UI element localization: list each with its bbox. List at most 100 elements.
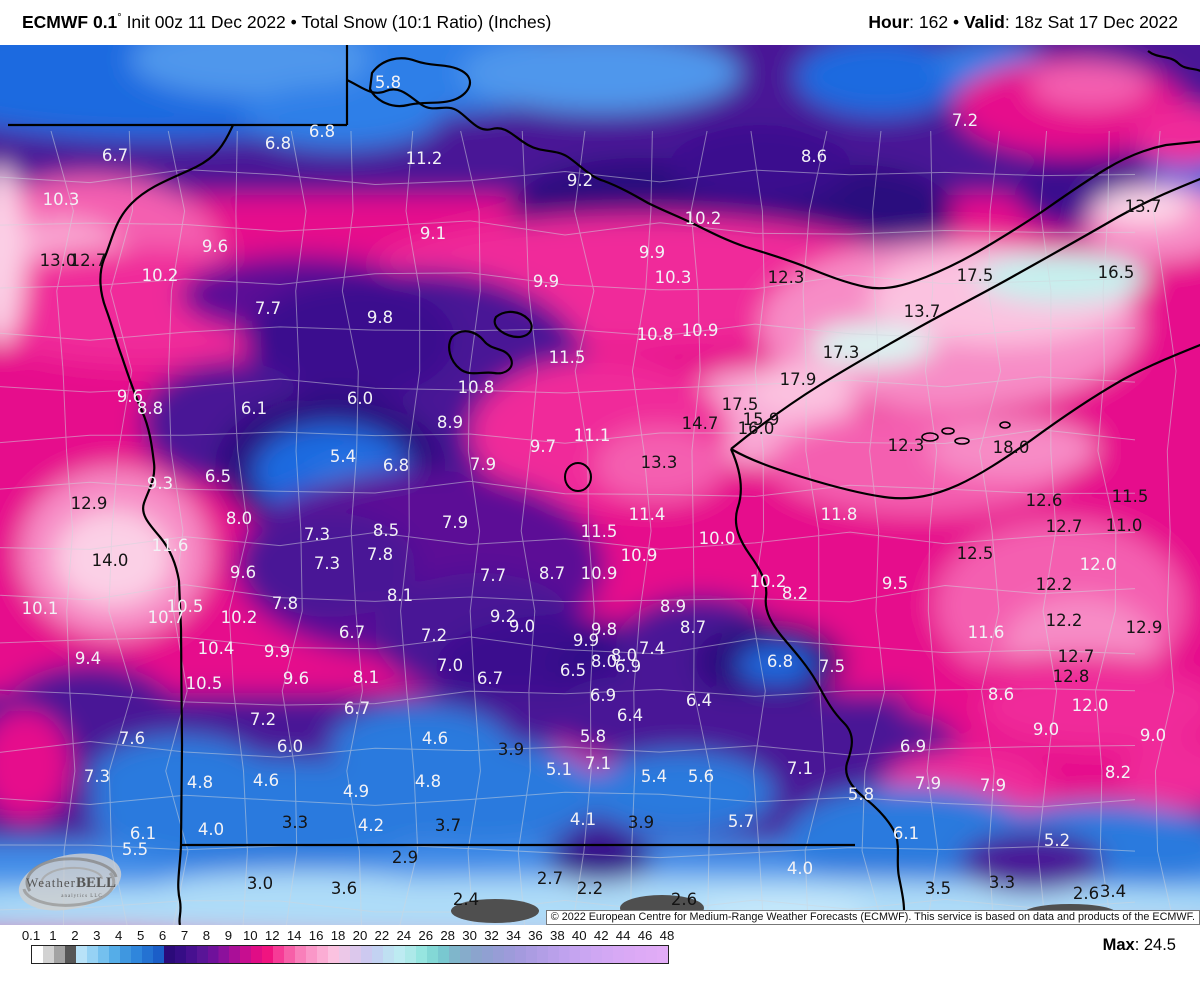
snow-value-label: 9.9 bbox=[573, 631, 599, 650]
colorbar-tick: 44 bbox=[615, 928, 631, 943]
model-name: ECMWF 0.1 bbox=[22, 12, 118, 32]
colorbar-segment bbox=[53, 946, 76, 963]
snow-value-label: 9.5 bbox=[882, 574, 908, 593]
snow-value-label: 3.6 bbox=[331, 879, 357, 898]
snow-value-label: 6.8 bbox=[767, 652, 793, 671]
island-outline bbox=[999, 421, 1011, 429]
snow-value-label: 10.9 bbox=[581, 564, 618, 583]
snow-value-label: 8.1 bbox=[353, 668, 379, 687]
valid-label: Valid bbox=[963, 12, 1005, 32]
colorbar-tick: 30 bbox=[462, 928, 477, 943]
snow-value-label: 9.0 bbox=[1140, 726, 1166, 745]
field-region bbox=[330, 705, 510, 785]
snow-value-label: 7.3 bbox=[314, 554, 340, 573]
snow-value-label: 12.0 bbox=[1072, 696, 1109, 715]
snow-value-label: 6.9 bbox=[615, 657, 641, 676]
snow-value-label: 9.9 bbox=[264, 642, 290, 661]
snow-value-label: 14.7 bbox=[682, 414, 719, 433]
field-region bbox=[980, 665, 1200, 749]
snow-value-label: 7.7 bbox=[480, 566, 506, 585]
snow-value-label: 10.7 bbox=[148, 608, 185, 627]
info-bullet: • bbox=[948, 12, 964, 32]
snow-value-label: 18.0 bbox=[993, 438, 1030, 457]
snow-value-label: 11.5 bbox=[549, 348, 586, 367]
snow-value-label: 8.8 bbox=[137, 399, 163, 418]
colorbar-tick: 20 bbox=[352, 928, 368, 943]
colorbar-tick: 7 bbox=[180, 928, 189, 943]
colorbar-segment bbox=[32, 946, 54, 963]
county-line bbox=[399, 130, 421, 925]
colorbar-segment bbox=[448, 946, 471, 963]
snow-value-label: 10.2 bbox=[685, 209, 722, 228]
county-line bbox=[572, 130, 595, 925]
snow-value-label: 13.3 bbox=[641, 453, 678, 472]
snow-value-label: 8.0 bbox=[611, 646, 637, 665]
field-region bbox=[1030, 61, 1150, 109]
state-borders bbox=[8, 45, 1200, 925]
colorbar-tick: 12 bbox=[264, 928, 280, 943]
colorbar-tick-labels: 0.1 1 2 3 4 5 6 7 8 9 10 12 14 16 18 20 22 24 26 28 30 32 34 36… bbox=[22, 928, 675, 943]
snow-value-label: 4.0 bbox=[787, 859, 813, 878]
field-region bbox=[810, 323, 934, 367]
snow-value-label: 6.5 bbox=[205, 467, 231, 486]
snow-value-label: 13.0 bbox=[40, 251, 77, 270]
snow-value-label: 12.3 bbox=[768, 268, 805, 287]
snow-value-label: 8.0 bbox=[591, 652, 617, 671]
snow-value-label: 9.6 bbox=[230, 563, 256, 582]
colorbar-segment bbox=[207, 946, 230, 963]
snow-value-label: 8.9 bbox=[660, 597, 686, 616]
snow-value-label: 10.2 bbox=[142, 266, 179, 285]
snow-value-label: 11.2 bbox=[406, 149, 443, 168]
snowfall-field bbox=[0, 45, 1200, 925]
snow-value-label: 12.6 bbox=[1026, 491, 1063, 510]
colorbar-tick: 5 bbox=[136, 928, 145, 943]
snow-value-label: 3.3 bbox=[282, 813, 308, 832]
snow-value-label: 9.0 bbox=[1033, 720, 1059, 739]
colorbar-segment bbox=[470, 946, 493, 963]
snow-value-label: 7.8 bbox=[367, 545, 393, 564]
snow-value-label: 2.6 bbox=[671, 890, 697, 909]
county-line bbox=[0, 584, 1136, 603]
colorbar-segment bbox=[383, 946, 405, 963]
snow-value-label: 5.4 bbox=[330, 447, 356, 466]
snow-value-label: 10.3 bbox=[655, 268, 692, 287]
snowfall-map: 5.8 6.8 6.8 6.7 11.2 9.2 7.2 8.6 10.3 10.2 9.1 13.7… bbox=[0, 45, 1200, 925]
snow-value-label: 4.8 bbox=[415, 772, 441, 791]
colorbar-tick: 4 bbox=[115, 928, 123, 943]
snow-value-label: 4.6 bbox=[422, 729, 448, 748]
colorbar-segment bbox=[492, 946, 515, 963]
snow-value-label: 5.7 bbox=[728, 812, 754, 831]
colorbar-segment bbox=[426, 946, 449, 963]
field-region bbox=[140, 871, 460, 923]
copyright-strip: © 2022 European Centre for Medium-Range … bbox=[545, 910, 1200, 925]
snow-value-label: 8.2 bbox=[1105, 763, 1131, 782]
border-path bbox=[730, 177, 1200, 450]
snow-value-label: 8.7 bbox=[680, 618, 706, 637]
snow-value-label: 5.5 bbox=[122, 840, 148, 859]
snow-value-label: 10.3 bbox=[43, 190, 80, 209]
county-line bbox=[0, 272, 1136, 291]
colorbar-tick: 38 bbox=[550, 928, 565, 943]
colorbar-segment bbox=[163, 946, 186, 963]
snow-value-label: 8.9 bbox=[437, 413, 463, 432]
county-line bbox=[0, 898, 1136, 913]
snow-value-label: 13.7 bbox=[904, 302, 941, 321]
colorbar-tick: 9 bbox=[224, 928, 233, 943]
county-line bbox=[924, 130, 939, 925]
colorbar-segment bbox=[404, 946, 427, 963]
snow-value-label: 12.3 bbox=[888, 436, 925, 455]
snow-value-label: 7.5 bbox=[819, 657, 845, 676]
snow-value-label: 11.1 bbox=[574, 426, 611, 445]
snow-value-label: 9.6 bbox=[117, 387, 143, 406]
snow-value-label: 4.8 bbox=[187, 773, 213, 792]
colorbar-tick: 14 bbox=[286, 928, 302, 943]
snow-value-label: 3.9 bbox=[498, 740, 524, 759]
border-path bbox=[346, 79, 1200, 290]
colorbar-segment bbox=[75, 946, 98, 963]
snow-value-label: 3.4 bbox=[1100, 882, 1126, 901]
snow-value-label: 7.9 bbox=[442, 513, 468, 532]
product-name: Total Snow (10:1 Ratio) (Inches) bbox=[296, 12, 552, 32]
gray-low-snow-patch bbox=[451, 899, 539, 923]
colorbar-tick: 2 bbox=[71, 928, 79, 943]
